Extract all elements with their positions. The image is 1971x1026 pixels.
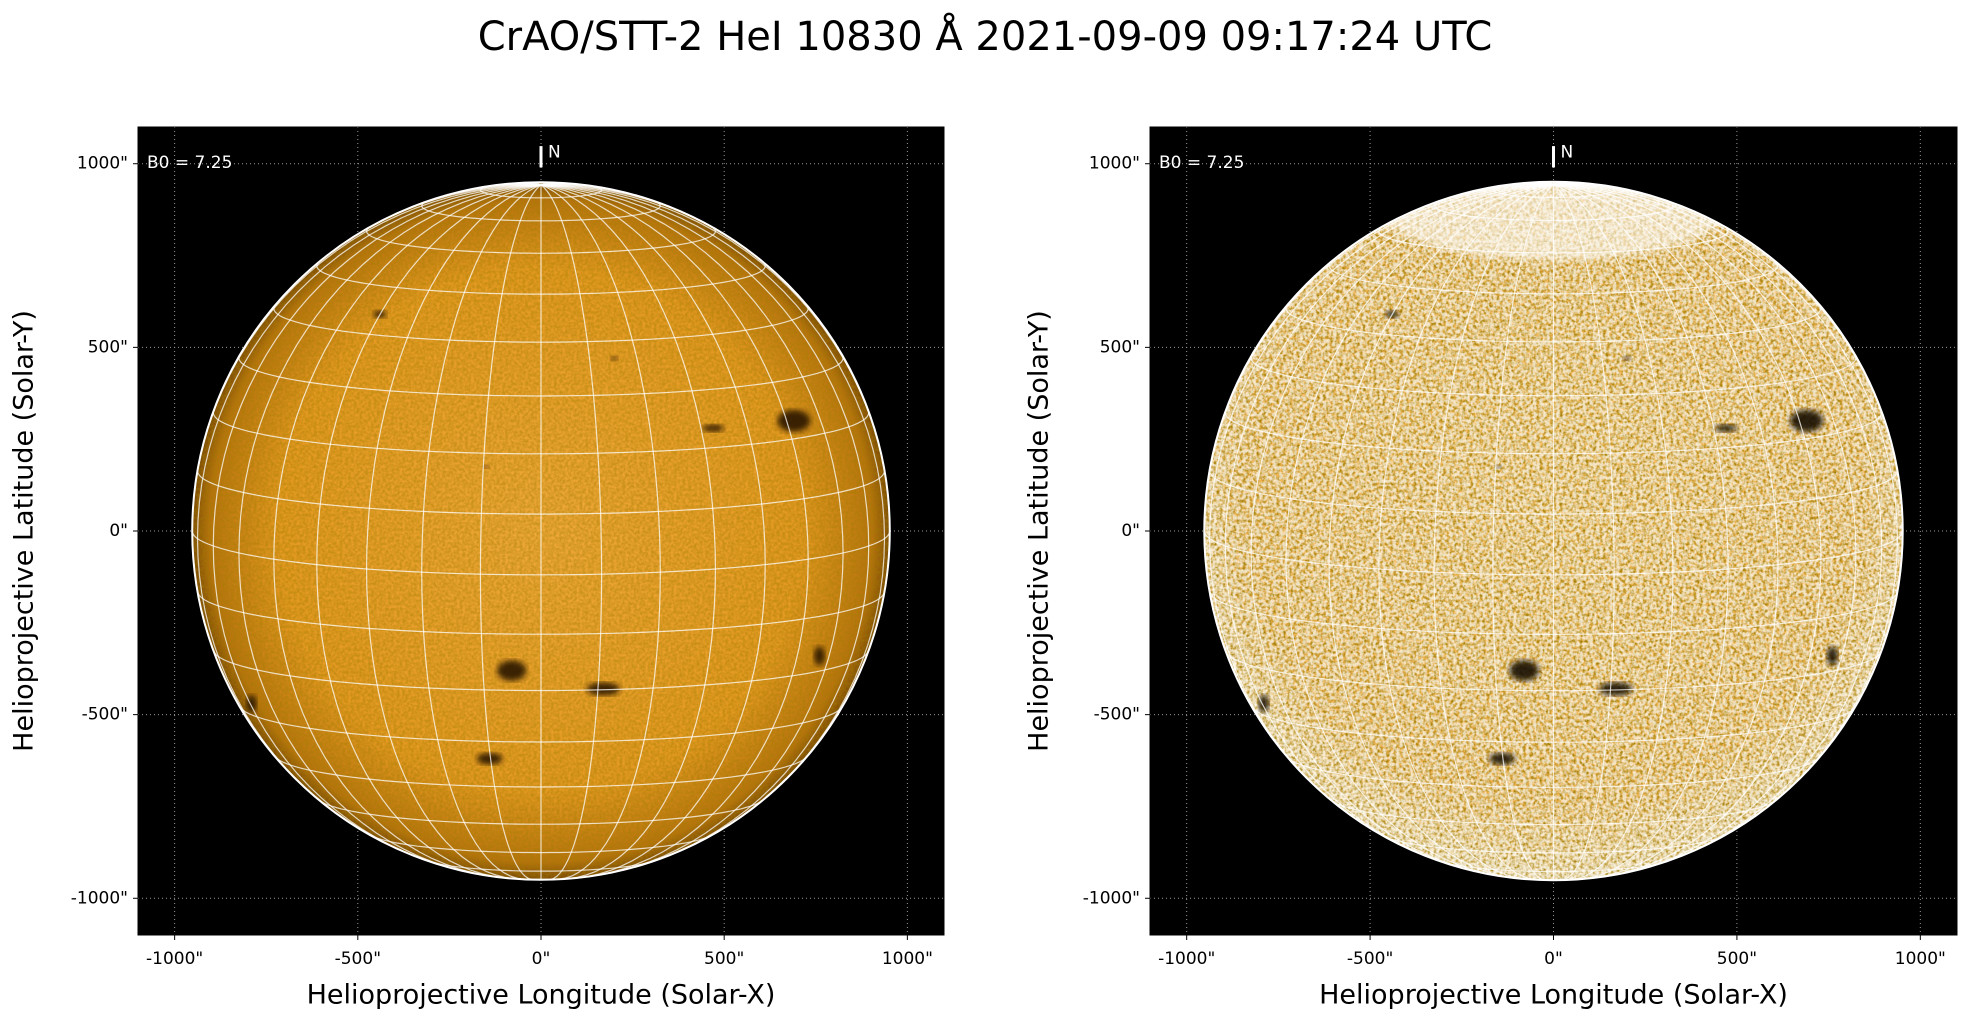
dark-feature — [1599, 682, 1633, 696]
limb — [1203, 180, 1904, 882]
y-tick-label: -500" — [82, 705, 128, 725]
graticule-line — [540, 184, 870, 860]
x-tick-label: 500" — [1717, 949, 1757, 969]
plot-area: B0 = 7.25 N — [138, 127, 944, 935]
graticule-line — [421, 184, 542, 880]
dark-feature — [813, 646, 825, 666]
dark-feature — [1489, 752, 1515, 765]
y-axis-label: Helioprojective Latitude (Solar-Y) — [9, 310, 40, 752]
graticule-line — [1250, 184, 1554, 872]
y-tick-label: 500" — [1100, 337, 1140, 357]
x-axis-label: Helioprojective Longitude (Solar-X) — [307, 980, 776, 1011]
x-tick-label: -1000" — [1158, 949, 1215, 969]
graticule-line — [212, 184, 542, 860]
graticule-line — [1553, 184, 1615, 881]
axes-frame — [1149, 126, 1958, 936]
graticule-line — [540, 184, 603, 881]
dark-feature — [1790, 409, 1824, 432]
graticule-line — [196, 184, 542, 806]
figure-title: CrAO/STT-2 HeI 10830 Å 2021-09-09 09:17:… — [478, 12, 1493, 60]
graticule-line — [1553, 184, 1857, 872]
graticule-line — [1224, 184, 1554, 861]
dark-feature — [586, 682, 620, 696]
graticule-line — [1553, 184, 1729, 880]
graticule-line — [1492, 184, 1554, 881]
graticule-line — [273, 184, 542, 876]
north-label: N — [548, 143, 561, 163]
graticule-line — [1208, 184, 1554, 806]
dark-feature — [702, 424, 725, 432]
x-axis-label: Helioprojective Longitude (Solar-X) — [1319, 980, 1788, 1011]
x-tick-label: -1000" — [146, 949, 203, 969]
x-tick-label: 1000" — [882, 949, 933, 969]
y-tick-label: 1000" — [1089, 154, 1140, 174]
graticule-line — [1328, 184, 1554, 878]
plot-area: B0 = 7.25 N — [1150, 127, 1957, 935]
graticule-line — [1553, 184, 1822, 877]
x-tick-label: 1000" — [1895, 949, 1946, 969]
graticule-line — [1553, 184, 1779, 878]
dark-feature — [610, 356, 618, 361]
annotation: B0 = 7.25 — [1159, 153, 1244, 173]
dark-feature — [1509, 660, 1539, 681]
x-tick-label: -500" — [1347, 949, 1393, 969]
y-tick-label: -1000" — [1083, 888, 1140, 908]
dark-feature — [1826, 646, 1838, 666]
x-tick-label: -500" — [335, 949, 381, 969]
dark-feature — [1495, 464, 1502, 469]
north-label: N — [1561, 143, 1574, 163]
dark-feature — [777, 409, 811, 432]
graticule-line — [365, 184, 542, 880]
graticule-line — [316, 184, 542, 877]
graticule-line — [540, 184, 717, 880]
y-tick-label: 0" — [1121, 521, 1140, 541]
limb — [191, 181, 891, 881]
graticule-line — [1285, 184, 1554, 877]
dark-feature — [246, 694, 257, 713]
y-tick-label: 1000" — [77, 154, 128, 174]
y-tick-label: -500" — [1094, 705, 1140, 725]
y-axis-label: Helioprojective Latitude (Solar-Y) — [1024, 310, 1055, 752]
graticule-line — [540, 184, 886, 806]
y-tick-label: 500" — [88, 337, 128, 357]
y-tick-label: -1000" — [71, 888, 128, 908]
dark-feature — [1714, 424, 1737, 432]
dark-feature — [1258, 694, 1269, 713]
dark-feature — [497, 660, 527, 681]
dark-feature — [1623, 356, 1631, 361]
x-tick-label: 500" — [704, 949, 744, 969]
graticule-line — [1378, 184, 1554, 880]
graticule-line — [1553, 184, 1883, 861]
graticule-line — [1553, 184, 1899, 806]
x-tick-label: 0" — [532, 949, 551, 969]
graticule-line — [540, 184, 809, 876]
graticule-line — [540, 184, 844, 872]
x-tick-label: 0" — [1544, 949, 1563, 969]
graticule-line — [540, 184, 766, 877]
graticule-line — [1553, 184, 1674, 881]
panel: B0 = 7.25 N -1000" -500" 0" 500" 1000" -1000" -5… — [9, 126, 945, 1011]
panel: B0 = 7.25 N -1000" -500" 0" 500" 1000" -1000" -5… — [1024, 126, 1958, 1011]
graticule-line — [238, 184, 542, 872]
dark-feature — [483, 464, 489, 469]
y-tick-label: 0" — [109, 521, 128, 541]
graticule-line — [540, 184, 661, 880]
graticule-line — [479, 184, 542, 881]
annotation: B0 = 7.25 — [147, 153, 232, 173]
dark-feature — [476, 752, 503, 765]
axes-frame — [137, 126, 945, 936]
graticule-line — [1433, 184, 1554, 881]
